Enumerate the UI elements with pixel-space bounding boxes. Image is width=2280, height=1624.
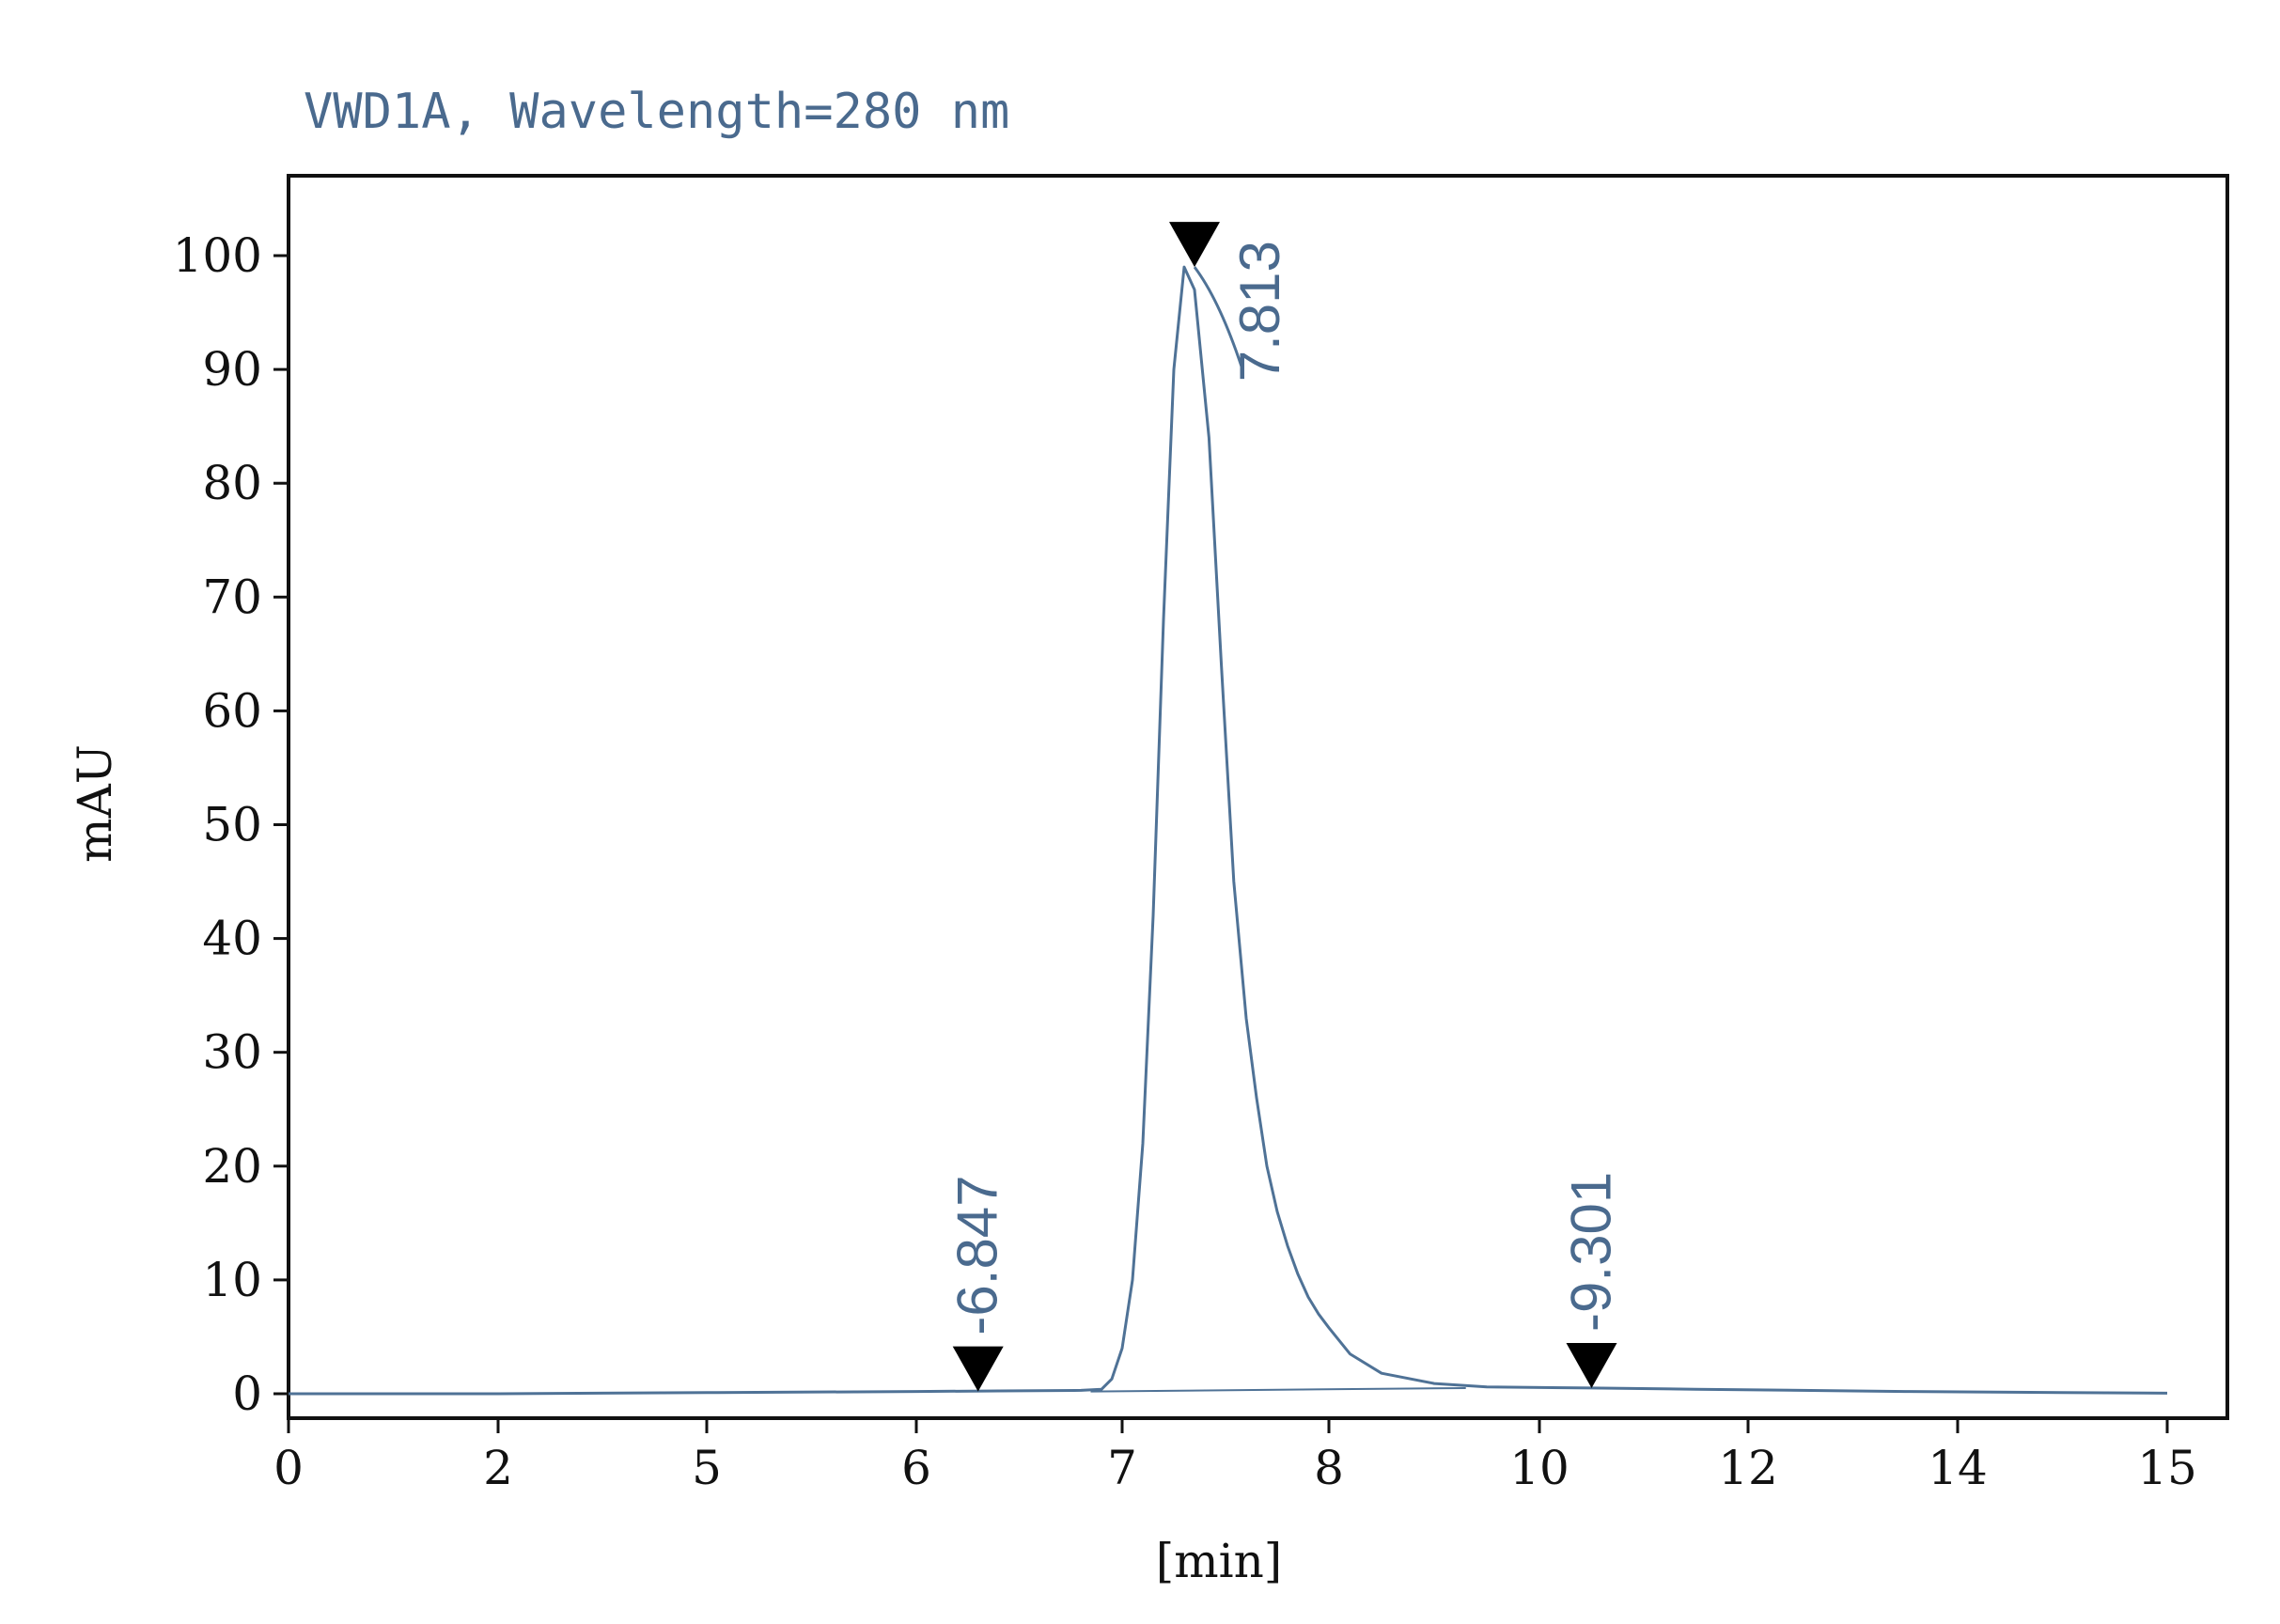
y-tick-label: 70 <box>202 570 262 624</box>
x-axis-title: [min] <box>1156 1534 1283 1588</box>
x-axis-ticks: 0 2 5 6 7 8 10 12 14 15 <box>273 1418 2197 1495</box>
chart-title: VWD1A, Wavelength=280 nm <box>304 84 1009 140</box>
y-tick-label: 80 <box>202 456 262 510</box>
peak-label: -6.847 <box>946 1175 1009 1335</box>
x-tick-label: 15 <box>2137 1441 2197 1495</box>
y-tick-label: 0 <box>232 1366 262 1421</box>
peak-label: -9.301 <box>1560 1172 1623 1332</box>
y-axis-ticks: 0 10 20 30 40 50 60 70 80 90 100 <box>173 228 289 1421</box>
x-tick-label: 2 <box>483 1441 513 1495</box>
y-tick-label: 100 <box>173 228 262 283</box>
peak-marker <box>952 1346 1004 1392</box>
x-tick-label: 5 <box>692 1441 722 1495</box>
peak-marker <box>1169 222 1220 268</box>
peak-tangent-line <box>1193 266 1244 370</box>
x-tick-label: 10 <box>1509 1441 1569 1495</box>
peak-label: 7.813 <box>1228 241 1291 382</box>
x-tick-label: 6 <box>901 1441 931 1495</box>
plot-frame <box>287 174 2229 1420</box>
integration-baseline <box>1090 1386 1466 1393</box>
x-tick-label: 12 <box>1718 1441 1778 1495</box>
y-tick-label: 60 <box>202 683 262 738</box>
y-tick-label: 10 <box>202 1253 262 1307</box>
x-tick-label: 8 <box>1314 1441 1344 1495</box>
y-tick-label: 30 <box>202 1025 262 1080</box>
y-axis-title: mAU <box>68 744 122 863</box>
y-tick-label: 90 <box>202 342 262 397</box>
x-tick-label: 0 <box>273 1441 304 1495</box>
y-tick-label: 50 <box>202 798 262 852</box>
series-trace <box>289 265 2168 1396</box>
y-tick-label: 20 <box>202 1139 262 1194</box>
x-tick-label: 14 <box>1928 1441 1988 1495</box>
plot-area: -6.847 7.813 -9.301 <box>289 222 2168 1396</box>
peak-marker <box>1566 1342 1617 1388</box>
x-tick-label: 7 <box>1107 1441 1137 1495</box>
y-tick-label: 40 <box>202 912 262 966</box>
